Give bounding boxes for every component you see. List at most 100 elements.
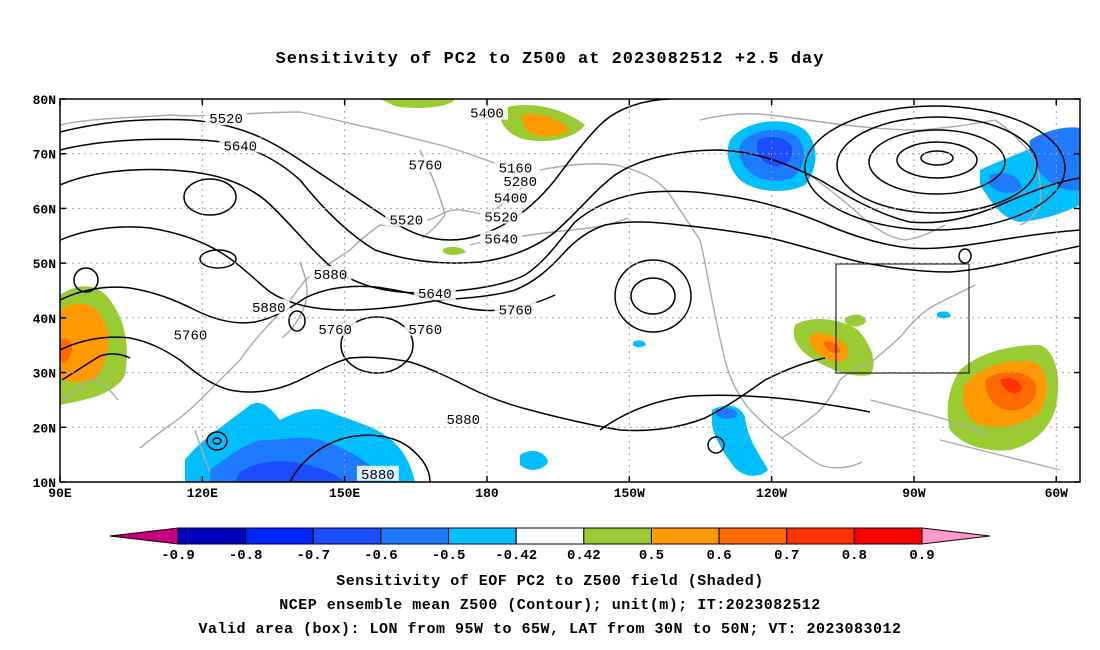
contour-label: 5760 <box>408 159 442 175</box>
contour-label: 5640 <box>484 233 518 249</box>
coast-alaska <box>539 163 701 241</box>
contour-high-japan <box>340 316 414 374</box>
contour-label-bg <box>404 156 447 172</box>
lat-label: 20N <box>33 421 56 436</box>
contour-label: 5520 <box>390 213 424 229</box>
lat-label: 50N <box>33 257 56 272</box>
colorbar-label: -0.7 <box>296 548 330 564</box>
contour-label-bg <box>404 320 447 336</box>
coast-east-asia <box>139 184 526 449</box>
shaded-sensitivity <box>60 99 1080 482</box>
valid-area-box <box>835 263 970 374</box>
coast-canada-arctic <box>699 113 996 131</box>
lat-label: 40N <box>33 312 56 327</box>
colorbar-high-arrow <box>921 527 991 545</box>
shade-negative-mexico <box>712 405 768 476</box>
contour-5880-south <box>60 336 826 432</box>
colorbar-box <box>448 527 517 545</box>
colorbar-low-arrow <box>109 527 179 545</box>
footer-line-3: Valid area (box): LON from 95W to 65W, L… <box>198 621 902 638</box>
contour-5880-mid <box>599 394 871 431</box>
colorbar-label: -0.5 <box>432 548 466 564</box>
contour-arctic-low4 <box>836 116 1038 214</box>
shade-negative-canada-core2 <box>756 136 793 167</box>
coast-india <box>60 377 119 406</box>
shade-positive-arctic2-core <box>520 113 570 137</box>
colorbar-label: -0.9 <box>161 548 195 564</box>
lat-label: 10N <box>33 476 56 491</box>
shade-negative-pacific-core2 <box>235 461 345 482</box>
contour-label-bg <box>480 208 523 224</box>
contour-label-bg <box>314 320 357 336</box>
contour-label: 5640 <box>418 287 452 303</box>
contour-small-high1 <box>206 431 228 451</box>
colorbar-label: 0.42 <box>567 548 601 564</box>
contour-label-bg <box>219 137 262 153</box>
shade-positive-small2 <box>845 314 866 327</box>
lat-lon-grid <box>60 99 1080 482</box>
colorbar-label: -0.8 <box>229 548 263 564</box>
contour-label: 5760 <box>174 328 208 344</box>
colorbar-box <box>312 527 382 545</box>
contour-5760-south <box>60 285 556 324</box>
contour-label-bg <box>356 465 399 481</box>
contour-label-bg <box>480 230 523 246</box>
contour-5880-tropics <box>289 434 431 482</box>
shade-positive-india-core <box>60 303 109 383</box>
coast-mexico-gulf <box>781 364 869 439</box>
colorbar-box <box>786 527 855 545</box>
shade-negative-small1 <box>633 340 646 348</box>
lon-label: 60W <box>1045 486 1069 501</box>
footer-line-1: Sensitivity of EOF PC2 to Z500 field (Sh… <box>336 573 764 590</box>
contour-5880 <box>60 221 1080 311</box>
map-frame <box>59 98 1081 483</box>
contour-label: 5280 <box>503 175 537 191</box>
contour-label: 5880 <box>446 413 480 429</box>
shade-positive-india-core2 <box>60 338 72 363</box>
colorbar-box <box>380 527 450 545</box>
contour-label-bg <box>499 173 542 189</box>
contour-label: 5760 <box>408 323 442 339</box>
contour-small-high2 <box>212 437 222 445</box>
contour-label: 5880 <box>361 468 395 484</box>
coast-philippines <box>194 429 211 473</box>
contour-small-low2 <box>288 310 306 332</box>
contour-label-bg <box>309 266 352 282</box>
contour-label: 5520 <box>484 211 518 227</box>
colorbar-label: 0.8 <box>842 548 867 564</box>
coast-japan <box>281 261 308 339</box>
lon-label: 180 <box>475 486 499 501</box>
shade-negative-greenland-core <box>1029 127 1080 191</box>
coast-greenland <box>994 119 1042 226</box>
shade-positive-arctic1 <box>380 99 455 108</box>
contour-label: 5640 <box>223 140 257 156</box>
coast-south-america <box>939 439 1061 471</box>
colorbar-box <box>650 527 720 545</box>
contour-label-bg <box>169 326 212 342</box>
contour-low-mid-pacific2 <box>614 259 692 333</box>
colorbar-box <box>718 527 788 545</box>
contour-arctic-low5 <box>804 105 1066 231</box>
contour-label: 5880 <box>252 301 286 317</box>
colorbar-label: 0.6 <box>706 548 731 564</box>
contour-labels: 5520 5640 5520 5880 5760 5640 5760 5760 5760 5880… <box>169 104 542 484</box>
contour-label: 5400 <box>494 191 528 207</box>
colorbar: -0.9 -0.8 -0.7 -0.6 -0.5 -0.42 0.42 0.5 0.6 0.7 0.… <box>109 527 991 564</box>
colorbar-label: -0.6 <box>364 548 398 564</box>
coast-east-us <box>867 284 976 366</box>
colorbar-box <box>177 527 247 545</box>
lon-label: 150E <box>329 486 360 501</box>
colorbar-label: 0.5 <box>639 548 664 564</box>
contour-small-low3 <box>73 267 99 293</box>
lon-label: 90E <box>48 486 72 501</box>
shade-negative-pacific-small <box>520 450 548 470</box>
contour-low-mid-pacific <box>630 277 676 315</box>
z500-contours <box>60 99 1080 482</box>
coast-caribbean <box>869 399 986 436</box>
lon-label: 150W <box>614 486 645 501</box>
contour-label: 5880 <box>314 268 348 284</box>
contour-5520-north <box>60 99 671 241</box>
lat-label: 70N <box>33 148 56 163</box>
colorbar-box <box>515 527 585 545</box>
